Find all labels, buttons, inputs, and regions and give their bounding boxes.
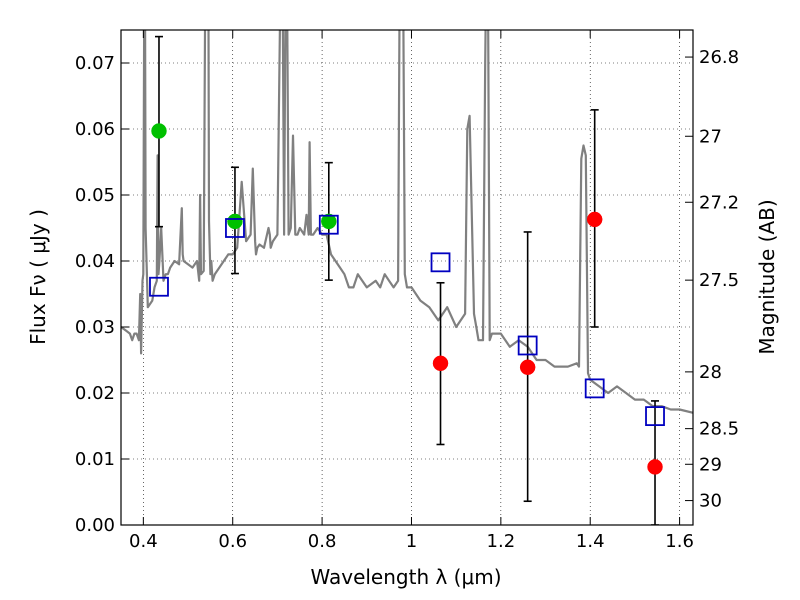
x-tick-label: 1.2 (487, 531, 516, 552)
x-tick-label: 0.8 (308, 531, 337, 552)
y-tick-label: 0.07 (75, 53, 115, 74)
x-axis-label: Wavelength λ (μm) (310, 565, 501, 589)
model-photometry-point (225, 218, 245, 238)
mag-tick-label: 29 (699, 454, 722, 475)
axis-ticks: 0.4 0.6 0.8 1 1.2 1.4 1.6 0.00 0.01 0.02 0.03 0.04 0… (75, 30, 739, 552)
mag-tick-label: 27 (699, 126, 722, 147)
y-tick-label: 0.03 (75, 317, 115, 338)
x-tick-label: 1 (406, 531, 417, 552)
x-tick-label: 1.6 (665, 531, 694, 552)
x-tick-label: 0.4 (129, 531, 158, 552)
y-tick-label: 0.01 (75, 449, 115, 470)
model-photometry-point (645, 406, 665, 427)
x-tick-label: 0.6 (218, 531, 247, 552)
y-tick-label: 0.00 (75, 515, 115, 536)
y-tick-label: 0.04 (75, 251, 115, 272)
y-axis-label-right: Magnitude (AB) (755, 199, 779, 354)
model-spectrum-line (121, 30, 693, 414)
data-point (432, 355, 449, 372)
x-tick-label: 1.4 (576, 531, 605, 552)
model-photometry-point (318, 214, 339, 235)
mag-tick-label: 27.5 (699, 270, 739, 291)
data-marks (149, 35, 665, 525)
data-point (519, 359, 536, 376)
y-tick-label: 0.06 (75, 119, 115, 140)
y-tick-label: 0.02 (75, 383, 115, 404)
data-point (647, 459, 663, 475)
mag-tick-label: 28.5 (699, 419, 739, 440)
model-photometry-point (517, 335, 538, 356)
grid (121, 30, 693, 526)
plot-frame (120, 29, 694, 526)
data-point (586, 211, 603, 228)
mag-tick-label: 30 (699, 491, 722, 512)
data-point (321, 213, 337, 230)
model-photometry-point (584, 378, 605, 399)
mag-tick-label: 26.8 (699, 47, 739, 68)
model-spectrum (121, 30, 693, 414)
data-point (151, 123, 167, 139)
data-point (227, 213, 243, 230)
mag-tick-label: 28 (699, 362, 722, 383)
mag-tick-label: 27.2 (699, 192, 739, 213)
y-tick-label: 0.05 (75, 185, 115, 206)
model-photometry-point (430, 252, 451, 273)
y-axis-label: Flux Fν ( μJy ) (26, 209, 50, 345)
model-photometry-point (149, 276, 169, 297)
